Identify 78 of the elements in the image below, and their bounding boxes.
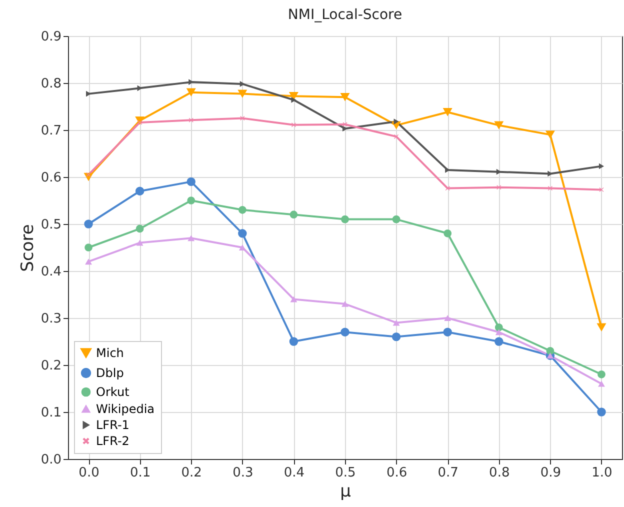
point <box>188 235 195 242</box>
point <box>238 244 246 250</box>
y-tick-label: 0.5 <box>40 218 62 232</box>
y-axis-title: Score <box>18 224 38 272</box>
point <box>85 258 92 265</box>
point <box>598 163 604 170</box>
point <box>342 300 348 307</box>
y-tick-label: 0.1 <box>40 406 62 420</box>
legend-label: LFR-1 <box>96 418 130 432</box>
point <box>392 320 400 326</box>
point <box>545 130 555 139</box>
chart-title: NMI_Local-Score <box>288 7 402 23</box>
point <box>442 108 452 116</box>
point <box>340 328 350 336</box>
point <box>290 296 298 302</box>
point <box>392 332 401 342</box>
point <box>186 177 196 186</box>
point <box>546 346 554 355</box>
point <box>135 186 144 196</box>
x-tick-label: 0.4 <box>284 466 305 480</box>
x-tick-label: 0.5 <box>335 466 356 480</box>
point <box>494 323 503 332</box>
legend-label: Dblp <box>96 366 124 380</box>
point <box>291 97 296 103</box>
point <box>288 92 298 100</box>
point <box>392 215 400 224</box>
point <box>136 240 144 246</box>
point <box>494 337 504 346</box>
x-tick-label: 1.0 <box>592 466 612 480</box>
point <box>445 186 450 191</box>
y-tick-label: 0.0 <box>40 452 62 468</box>
point <box>238 206 246 214</box>
point <box>290 210 298 219</box>
x-tick-label: 0.7 <box>438 466 458 480</box>
y-tick-label: 0.8 <box>40 76 62 92</box>
y-tick-label: 0.3 <box>40 312 62 326</box>
point <box>394 118 399 124</box>
point <box>187 196 196 204</box>
y-tick-label: 0.2 <box>40 358 62 374</box>
x-axis-title: μ <box>340 482 352 502</box>
point <box>238 229 247 238</box>
point <box>394 134 399 139</box>
x-tick-label: 0.8 <box>489 466 510 480</box>
point <box>340 92 350 102</box>
legend-label: Wikipedia <box>96 402 155 416</box>
point <box>495 329 502 336</box>
point <box>186 88 196 97</box>
point <box>84 220 93 228</box>
y-tick-label: 0.7 <box>40 124 62 138</box>
legend-label: LFR-2 <box>96 434 130 448</box>
point <box>598 380 605 387</box>
point <box>444 315 452 321</box>
point <box>443 328 452 336</box>
x-tick-label: 0.6 <box>386 466 408 480</box>
y-tick-label: 0.9 <box>40 30 62 44</box>
point <box>84 244 92 252</box>
point <box>342 122 348 127</box>
x-tick-label: 0.3 <box>232 466 254 480</box>
x-tick-label: 0.0 <box>78 466 100 480</box>
x-tick-label: 0.2 <box>181 466 202 480</box>
point <box>597 408 606 416</box>
point <box>238 90 248 98</box>
point <box>599 187 604 192</box>
x-tick-label: 0.1 <box>130 466 151 480</box>
point <box>136 224 144 233</box>
point <box>341 215 349 224</box>
point <box>494 121 504 130</box>
point <box>444 229 452 238</box>
point <box>598 370 606 378</box>
point <box>240 116 245 120</box>
point <box>289 337 298 346</box>
y-tick-label: 0.6 <box>40 170 62 186</box>
legend-label: Mich <box>96 346 124 360</box>
point <box>596 323 606 332</box>
legend-label: Orkut <box>96 385 130 399</box>
point <box>240 81 245 87</box>
y-tick-label: 0.4 <box>40 264 62 280</box>
x-tick-label: 0.9 <box>540 466 562 480</box>
